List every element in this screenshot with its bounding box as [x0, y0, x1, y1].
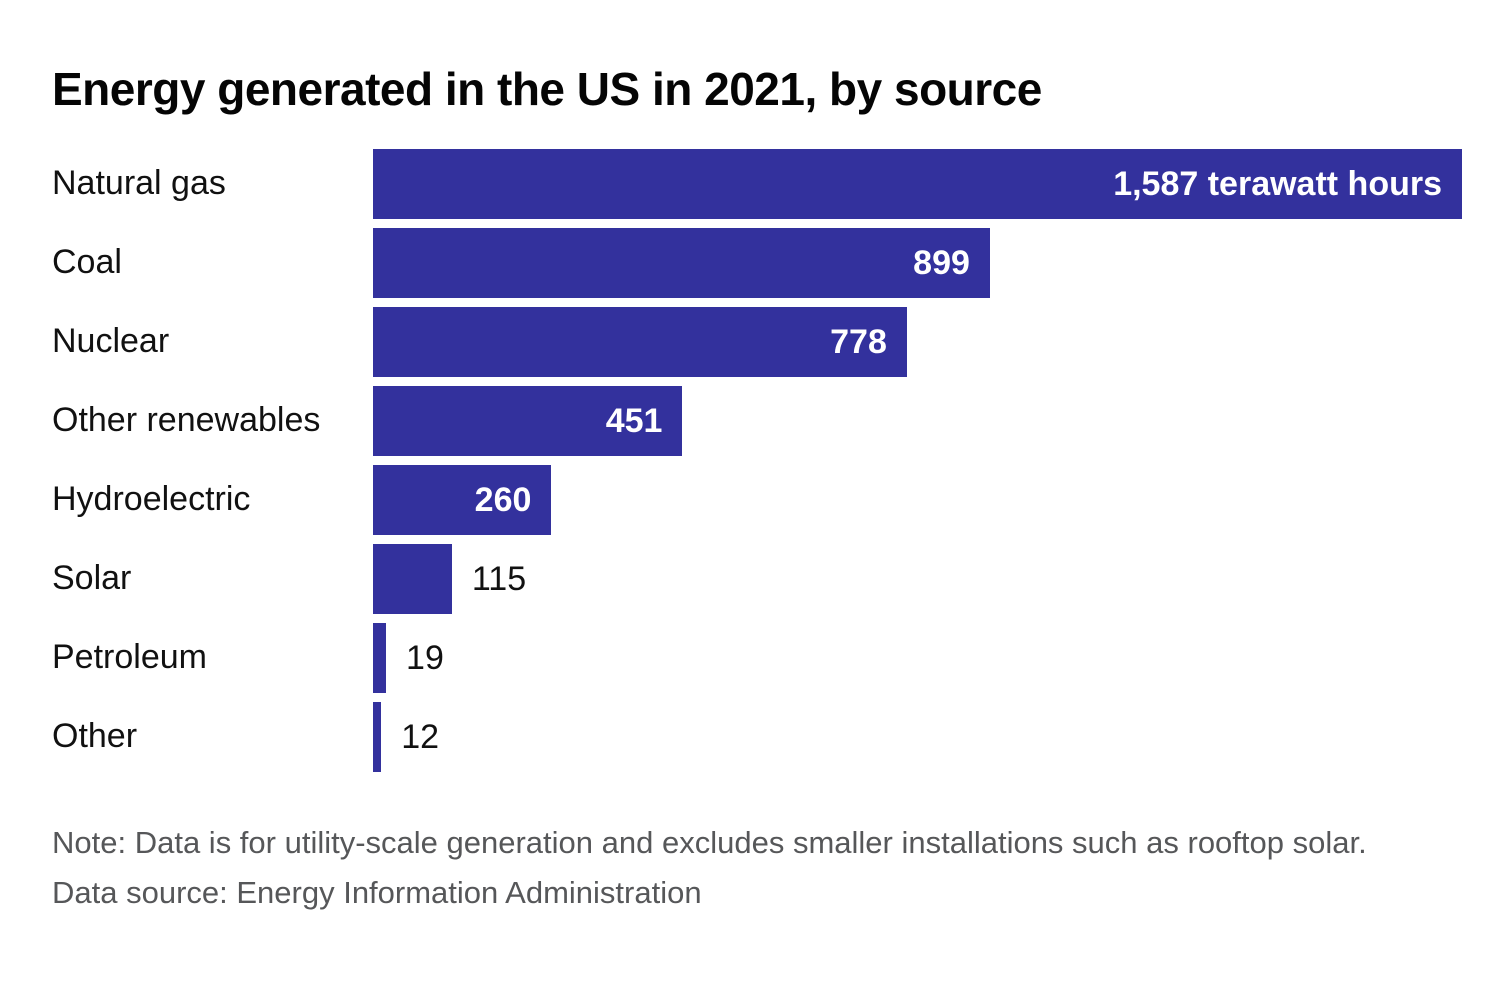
bar: 260 — [373, 465, 552, 536]
bar — [373, 544, 452, 615]
value-label: 12 — [401, 717, 440, 756]
bar: 1,587 terawatt hours — [373, 149, 1462, 220]
footer-source: Data source: Energy Information Administ… — [52, 874, 702, 910]
bar-row: Coal 899 — [52, 224, 1462, 303]
bar-track: 451 — [373, 386, 1462, 457]
bar — [373, 702, 382, 773]
category-label: Nuclear — [52, 322, 170, 361]
value-label: 115 — [471, 559, 527, 598]
category-label: Natural gas — [52, 164, 226, 203]
bar-track: 12 — [373, 702, 1462, 773]
bar-track: 115 — [373, 544, 1462, 615]
category-label: Hydroelectric — [52, 480, 251, 519]
category-label: Other — [52, 717, 138, 756]
bar-track: 19 — [373, 623, 1462, 694]
value-label: 260 — [474, 480, 532, 519]
bar-track: 1,587 terawatt hours — [373, 149, 1462, 220]
category-label: Petroleum — [52, 638, 207, 677]
category-label: Coal — [52, 243, 122, 282]
category-label: Solar — [52, 559, 132, 598]
bar-row: Solar 115 — [52, 540, 1462, 619]
bar: 778 — [373, 307, 907, 378]
bar-row: Other 12 — [52, 698, 1462, 777]
bar: 451 — [373, 386, 683, 457]
bar-chart: Natural gas 1,587 terawatt hours Coal 899 Nu… — [52, 145, 1462, 777]
bar-row: Other renewables 451 — [52, 382, 1462, 461]
value-label: 899 — [913, 243, 970, 282]
bar-track: 899 — [373, 228, 1462, 299]
bar-row: Natural gas 1,587 terawatt hours — [52, 145, 1462, 224]
chart-footer: Note: Data is for utility-scale generati… — [52, 827, 1462, 908]
bar-track: 778 — [373, 307, 1462, 378]
bar-row: Petroleum 19 — [52, 619, 1462, 698]
chart-title: Energy generated in the US in 2021, by s… — [52, 63, 1042, 115]
bar-row: Hydroelectric 260 — [52, 461, 1462, 540]
bar: 899 — [373, 228, 990, 299]
bar — [373, 623, 387, 694]
value-label: 19 — [406, 638, 444, 677]
value-label: 778 — [830, 322, 887, 361]
bar-row: Nuclear 778 — [52, 303, 1462, 382]
bar-track: 260 — [373, 465, 1462, 536]
category-label: Other renewables — [52, 401, 321, 440]
footer-note: Note: Data is for utility-scale generati… — [52, 824, 1367, 860]
value-label: 451 — [605, 401, 663, 440]
value-label: 1,587 terawatt hours — [1113, 164, 1442, 203]
